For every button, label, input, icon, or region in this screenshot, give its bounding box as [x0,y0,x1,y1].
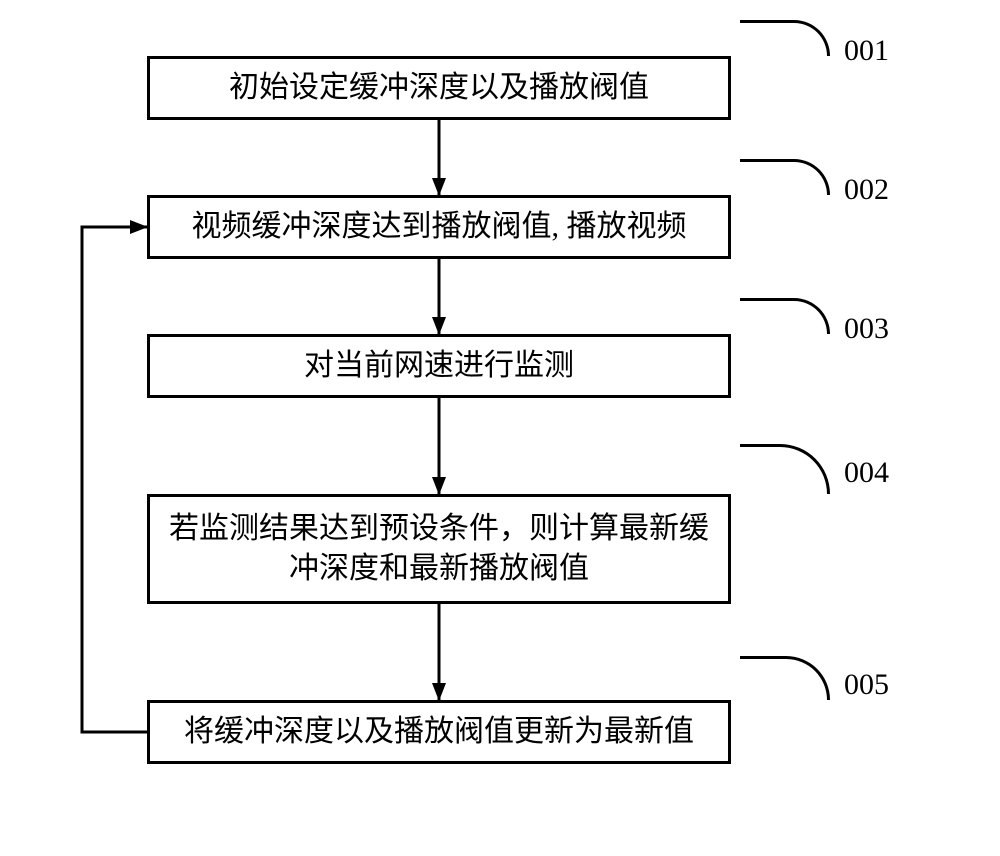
node-label-005: 005 [844,668,889,702]
flow-node-n002: 视频缓冲深度达到播放阀值, 播放视频 [147,195,731,259]
callout-n001 [740,20,830,56]
callout-n005 [740,656,830,700]
edge-n005-n002 [82,227,147,732]
node-text: 视频缓冲深度达到播放阀值, 播放视频 [182,207,697,248]
node-label-003: 003 [844,312,889,346]
node-text: 将缓冲深度以及播放阀值更新为最新值 [174,712,704,753]
callout-n004 [740,444,830,494]
node-label-001: 001 [844,34,889,68]
flow-node-n003: 对当前网速进行监测 [147,334,731,398]
flowchart-canvas: 初始设定缓冲深度以及播放阀值 001 视频缓冲深度达到播放阀值, 播放视频 002 对当… [0,0,1000,856]
node-text: 若监测结果达到预设条件，则计算最新缓 冲深度和最新播放阀值 [159,509,719,590]
flow-node-n005: 将缓冲深度以及播放阀值更新为最新值 [147,700,731,764]
flow-node-n004: 若监测结果达到预设条件，则计算最新缓 冲深度和最新播放阀值 [147,494,731,604]
callout-n002 [740,159,830,195]
callout-n003 [740,298,830,334]
node-text: 对当前网速进行监测 [294,346,584,387]
node-text: 初始设定缓冲深度以及播放阀值 [219,68,659,109]
node-label-002: 002 [844,173,889,207]
node-label-004: 004 [844,456,889,490]
flow-node-n001: 初始设定缓冲深度以及播放阀值 [147,56,731,120]
